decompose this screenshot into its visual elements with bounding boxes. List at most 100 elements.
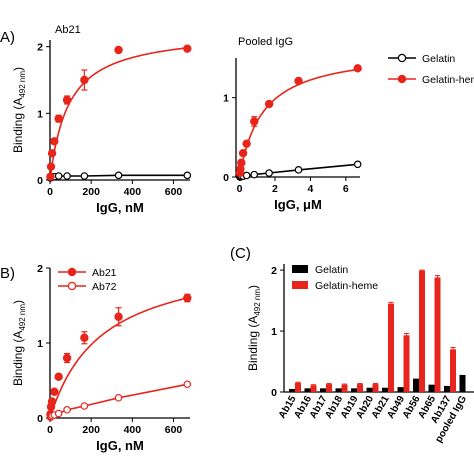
bar-gelatin-heme	[434, 277, 441, 392]
data-point-gelatin-heme	[237, 158, 246, 167]
legend-label-gelatin-heme: Gelatin-heme	[315, 280, 378, 292]
data-point-gelatin-heme	[46, 172, 55, 181]
data-point-gelatin-heme	[46, 162, 56, 171]
bar-gelatin-heme	[450, 349, 456, 392]
bar-gelatin	[366, 387, 373, 392]
panel-letter-c: (C)	[230, 245, 251, 262]
data-point-gelatin-heme	[114, 45, 123, 55]
data-point-ab21	[47, 397, 57, 406]
y-tick-label: 0	[37, 413, 43, 425]
chart-c: 012Ab15Ab16Ab17Ab18Ab19Ab20Ab21Ab49Ab56A…	[271, 264, 474, 445]
data-point-gelatin	[63, 172, 71, 180]
data-point-ab21	[50, 387, 59, 396]
data-point-gelatin	[353, 160, 362, 169]
legend-entry-ab21-marker	[67, 267, 77, 277]
x-axis-label: IgG, nM	[96, 438, 144, 453]
data-point-gelatin-heme	[294, 76, 303, 86]
y-axis-label-c-part: )	[246, 285, 260, 289]
y-axis-label-a1-part: 492 nm	[18, 71, 27, 98]
x-tick-label: 600	[165, 186, 183, 198]
bar-gelatin-heme	[295, 382, 301, 392]
x-tick-label: 0	[47, 186, 53, 198]
data-point-gelatin	[242, 171, 251, 180]
y-tick-label: 1	[271, 326, 277, 338]
chart-b: 0 1 2 0 200 400 600 IgG, nM Ab21 Ab72	[37, 263, 192, 453]
bar-gelatin	[382, 387, 388, 392]
data-point-gelatin-heme	[250, 117, 259, 126]
data-point-gelatin-heme	[80, 75, 89, 85]
bar-gelatin	[320, 388, 326, 392]
data-point-ab21	[114, 312, 123, 321]
bar-gelatin-heme	[310, 385, 317, 392]
panel-letter-a: A)	[0, 29, 15, 46]
x-axis-label: IgG, nM	[96, 200, 144, 215]
x-tick-label: 200	[82, 424, 100, 436]
legend-entry-gelatin-heme-marker	[397, 74, 407, 84]
bar-gelatin	[304, 388, 311, 392]
x-tick-label: 400	[124, 424, 142, 436]
bar-gelatin	[428, 384, 435, 392]
data-point-ab72	[54, 409, 63, 418]
legend-swatch-gelatin-heme	[292, 281, 308, 289]
data-point-ab21	[80, 333, 89, 342]
x-axis-label: IgG, μM	[274, 197, 322, 212]
y-tick-label: 1	[223, 93, 229, 105]
y-tick-label: 2	[37, 42, 43, 54]
bar-gelatin	[397, 387, 404, 392]
y-tick-label: 0	[37, 175, 43, 187]
data-point-gelatin	[250, 170, 259, 179]
data-point-gelatin-heme	[238, 148, 248, 158]
y-axis-label-c: Binding (A492 nm)	[246, 285, 262, 371]
data-point-ab21	[62, 353, 72, 363]
chart-a1: 0 1 2 0 200 400 600 IgG, nM Ab21	[37, 24, 192, 215]
data-point-gelatin	[183, 171, 192, 180]
legend-entry-ab72-label: Ab72	[92, 281, 117, 293]
data-point-ab21	[54, 372, 63, 381]
data-point-ab72	[80, 402, 89, 410]
x-tick-label: 6	[343, 183, 349, 195]
data-point-gelatin-heme	[62, 95, 72, 105]
chart-title: Ab21	[55, 24, 81, 36]
legend-swatch-gelatin	[292, 265, 308, 273]
data-point-gelatin-heme	[50, 137, 59, 146]
data-point-gelatin-heme	[242, 139, 251, 148]
series-line-gelatin-heme	[49, 47, 188, 177]
bar-gelatin	[444, 385, 450, 392]
bar-gelatin	[335, 388, 342, 392]
bar-gelatin	[413, 378, 419, 392]
bar-gelatin	[351, 388, 357, 392]
y-tick-label: 2	[37, 263, 43, 275]
panel-letter-b: B)	[0, 265, 15, 282]
legend-label-gelatin: Gelatin	[315, 264, 348, 276]
data-point-gelatin	[265, 169, 273, 177]
bar-gelatin-heme	[388, 303, 394, 392]
data-point-ab21	[183, 293, 192, 303]
data-point-gelatin	[114, 171, 123, 180]
legend-entry-gelatin-heme-label: Gelatin-heme	[422, 74, 474, 86]
x-tick-label: 4	[307, 183, 313, 195]
y-axis-label-b-part: )	[11, 300, 25, 304]
x-tick-label: 200	[82, 186, 100, 198]
x-tick-label: 0	[47, 424, 53, 436]
legend-entry-ab72-marker	[67, 281, 77, 291]
chart-title: Pooled IgG	[238, 36, 293, 48]
x-tick-label: 400	[124, 186, 142, 198]
data-point-gelatin-heme	[183, 44, 192, 53]
bar-gelatin-heme	[403, 335, 410, 392]
data-point-ab72	[183, 380, 192, 389]
bar-gelatin-heme	[326, 384, 332, 392]
chart-a2: 0 1 0 2 4 6 IgG, μM Pooled IgG Gelatin Gelatin-he…	[223, 36, 474, 212]
y-axis-label-b-part: 492 nm	[18, 304, 27, 331]
legend-entry-ab21-label: Ab21	[92, 267, 117, 279]
bar-gelatin	[289, 388, 295, 392]
y-axis-label-b: Binding (A492 nm)	[11, 300, 27, 386]
data-point-gelatin-heme	[353, 64, 362, 73]
data-point-gelatin-heme	[54, 114, 63, 123]
y-tick-label: 0	[223, 172, 229, 184]
y-axis-label-b-part: Binding (A	[11, 331, 25, 386]
bar-gelatin-heme	[357, 384, 363, 392]
y-tick-label: 2	[271, 265, 277, 277]
y-axis-label-a1-part: )	[11, 67, 25, 71]
